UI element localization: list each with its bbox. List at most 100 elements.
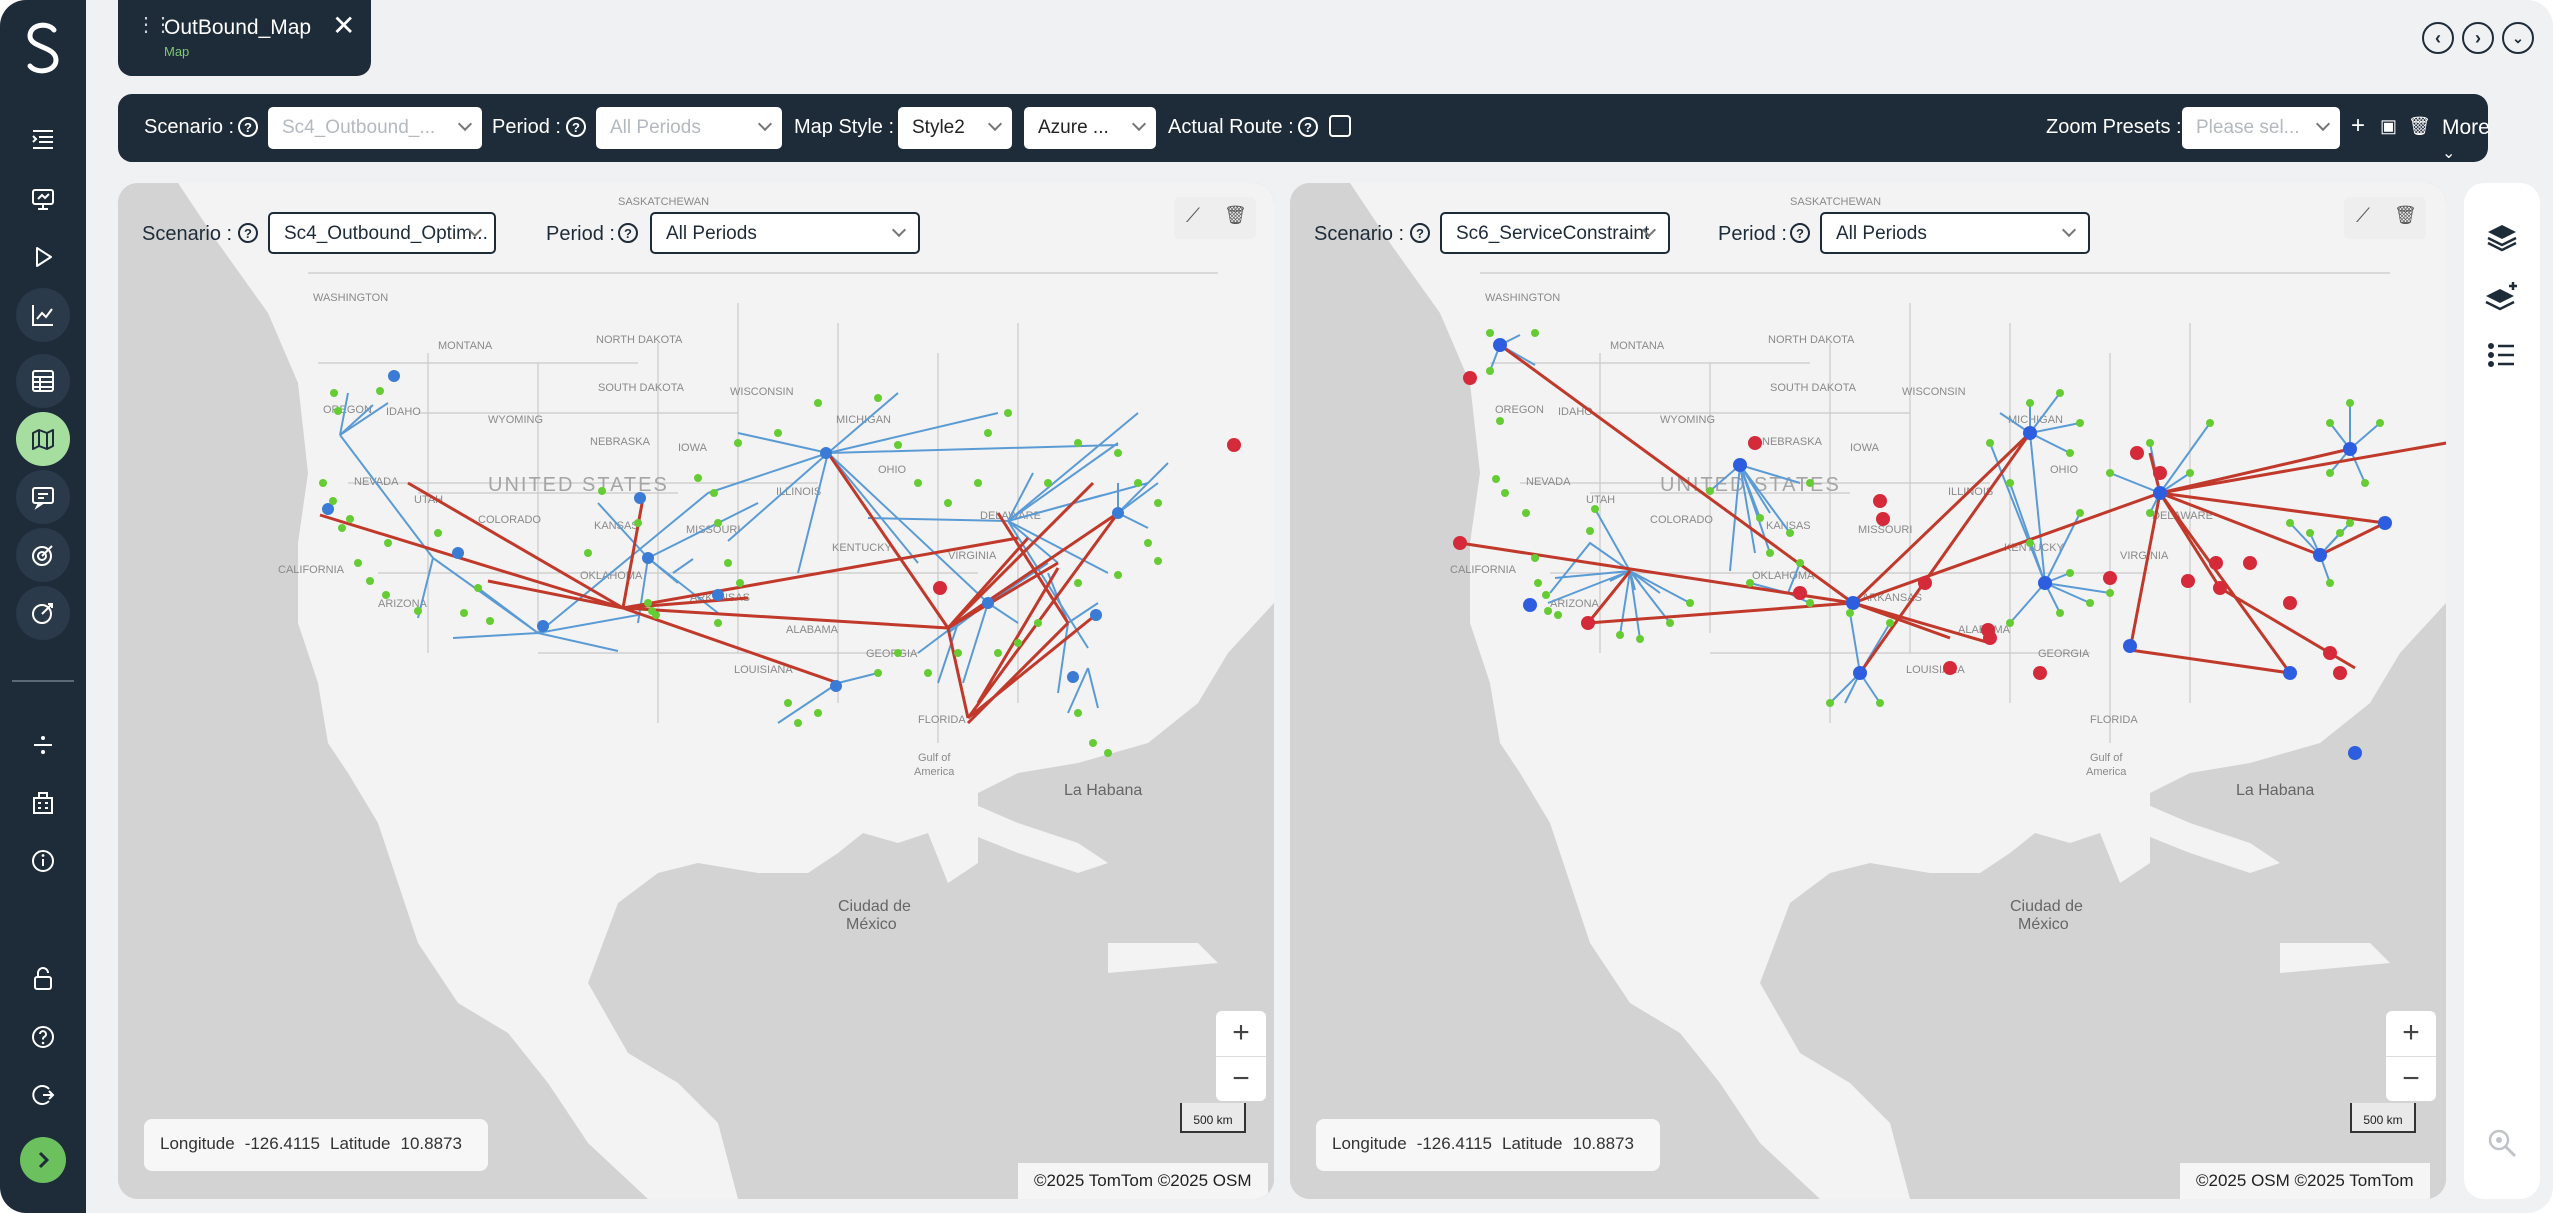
sidebar-item-goals[interactable] (16, 528, 70, 582)
chart-line-icon (32, 305, 53, 326)
scenario-help-icon[interactable]: ? (238, 117, 258, 137)
period-select[interactable]: All Periods (596, 107, 782, 149)
chat-icon (32, 487, 54, 510)
next-button[interactable]: › (2462, 22, 2494, 54)
sidebar-item-table[interactable] (16, 354, 70, 408)
zoom-in-button[interactable]: + (1232, 1016, 1250, 1049)
sidebar-item-presentation[interactable] (16, 172, 70, 226)
app-logo-icon[interactable] (18, 18, 68, 78)
right-scale-bar: 500 km (2350, 1103, 2416, 1133)
dc-nodes (1493, 338, 2392, 760)
actual-route-checkbox[interactable] (1329, 115, 1351, 137)
add-layer-icon[interactable] (2484, 279, 2520, 315)
chevron-down-icon (891, 222, 907, 238)
svg-text:Ciudad de: Ciudad de (2010, 898, 2083, 915)
sidebar-item-map[interactable] (16, 412, 70, 466)
left-period-help-icon[interactable]: ? (618, 223, 638, 243)
sidebar-item-list[interactable] (16, 112, 70, 166)
svg-text:WASHINGTON: WASHINGTON (1485, 292, 1560, 304)
zoom-out-button[interactable]: − (1216, 1056, 1266, 1101)
map-text: SASKATCHEWAN WASHINGTON MONTANA NORTH DA… (278, 196, 1142, 933)
right-scenario-help-icon[interactable]: ? (1410, 223, 1430, 243)
svg-text:CALIFORNIA: CALIFORNIA (1450, 564, 1517, 576)
sidebar-item-logout[interactable] (16, 1068, 70, 1122)
left-scenario-help-icon[interactable]: ? (238, 223, 258, 243)
sidebar-item-lock[interactable] (16, 952, 70, 1006)
chevron-right-icon: › (2475, 27, 2481, 48)
sidebar-item-targets[interactable] (16, 586, 70, 640)
chevron-down-icon (457, 116, 473, 132)
more-menu-button[interactable]: More ⌄ (2442, 116, 2490, 164)
tile-select[interactable]: Azure ... (1024, 107, 1156, 149)
map-style-select[interactable]: Style2 (898, 107, 1012, 149)
sidebar-item-info[interactable] (16, 834, 70, 888)
zoom-in-button[interactable]: + (2402, 1016, 2420, 1049)
outbound-routes (1489, 334, 2381, 704)
target-check-icon (32, 545, 53, 566)
svg-text:FLORIDA: FLORIDA (2090, 714, 2138, 726)
sidebar-item-help[interactable] (16, 1010, 70, 1064)
expand-sidebar-button[interactable] (20, 1137, 66, 1183)
latitude-value: 10.8873 (400, 1134, 462, 1153)
svg-text:IOWA: IOWA (678, 442, 708, 454)
svg-text:OHIO: OHIO (878, 464, 907, 476)
close-tab-icon[interactable]: ✕ (332, 10, 356, 41)
zoom-out-button[interactable]: − (2386, 1056, 2436, 1101)
tab-outbound-map[interactable]: ⋮⋮ OutBound_Map Map ✕ (118, 0, 371, 76)
period-help-icon[interactable]: ? (566, 117, 586, 137)
play-icon (36, 247, 52, 267)
right-period-help-icon[interactable]: ? (1790, 223, 1810, 243)
save-preset-icon[interactable]: ▣ (2380, 116, 2398, 136)
sidebar-item-split[interactable] (16, 718, 70, 772)
svg-text:WASHINGTON: WASHINGTON (313, 292, 388, 304)
scenario-label: Scenario : (144, 116, 235, 138)
delete-icon[interactable]: 🗑 (1224, 205, 1247, 225)
map-style-label: Map Style : (794, 116, 895, 138)
svg-text:UNITED STATES: UNITED STATES (1660, 474, 1841, 496)
sidebar-item-run[interactable] (16, 230, 70, 284)
collapse-button[interactable]: ⌄ (2502, 22, 2534, 54)
svg-text:SOUTH DAKOTA: SOUTH DAKOTA (598, 382, 685, 394)
map-panel-right[interactable]: SASKATCHEWAN WASHINGTON MONTANA NORTH DA… (1290, 183, 2446, 1199)
presentation-icon (32, 189, 54, 210)
dc-nodes (322, 370, 1124, 692)
left-scenario-select[interactable]: Sc4_Outbound_Optim... (268, 212, 496, 254)
outbound-routes (339, 392, 1169, 724)
layers-icon[interactable] (2484, 219, 2520, 255)
svg-text:La Habana: La Habana (1064, 782, 1142, 799)
longitude-label: Longitude (160, 1134, 235, 1153)
actual-route-help-icon[interactable]: ? (1298, 117, 1318, 137)
delete-icon[interactable]: 🗑 (2394, 205, 2417, 225)
right-period-select[interactable]: All Periods (1820, 212, 2090, 254)
trend-line-icon[interactable]: ⟋ (2356, 205, 2370, 227)
trend-line-icon[interactable]: ⟋ (1186, 205, 1200, 227)
latitude-value: 10.8873 (1572, 1134, 1634, 1153)
svg-text:NORTH DAKOTA: NORTH DAKOTA (1768, 334, 1855, 346)
sidebar-item-organization[interactable] (16, 776, 70, 830)
previous-button[interactable]: ‹ (2422, 22, 2454, 54)
svg-text:México: México (846, 916, 897, 933)
left-period-select[interactable]: All Periods (650, 212, 920, 254)
map-tool-rail (2464, 183, 2540, 1199)
svg-text:IOWA: IOWA (1850, 442, 1880, 454)
left-scale-bar: 500 km (1180, 1103, 1246, 1133)
right-scenario-select[interactable]: Sc6_ServiceConstraint (1440, 212, 1670, 254)
sidebar-item-messages[interactable] (16, 470, 70, 524)
right-period-label: Period : (1718, 223, 1787, 245)
lock-icon (34, 967, 52, 990)
map-canvas-left[interactable]: SASKATCHEWAN WASHINGTON MONTANA NORTH DA… (118, 183, 1274, 1199)
map-panel-left[interactable]: SASKATCHEWAN WASHINGTON MONTANA NORTH DA… (118, 183, 1274, 1199)
delete-preset-icon[interactable]: 🗑 (2408, 116, 2431, 136)
zoom-presets-select[interactable]: Please sel... (2182, 107, 2340, 149)
right-scenario-label: Scenario : (1314, 223, 1405, 245)
add-preset-icon[interactable]: + (2351, 112, 2366, 139)
map-canvas-right[interactable]: SASKATCHEWAN WASHINGTON MONTANA NORTH DA… (1290, 183, 2446, 1199)
zoom-search-icon[interactable] (2484, 1125, 2520, 1161)
sidebar-item-analytics[interactable] (16, 288, 70, 342)
logout-icon (32, 1085, 55, 1105)
svg-text:KANSAS: KANSAS (594, 520, 639, 532)
legend-list-icon[interactable] (2484, 337, 2520, 373)
scenario-select[interactable]: Sc4_Outbound_... (268, 107, 482, 149)
longitude-value: -126.4115 (244, 1134, 320, 1153)
svg-text:ARIZONA: ARIZONA (378, 598, 428, 610)
